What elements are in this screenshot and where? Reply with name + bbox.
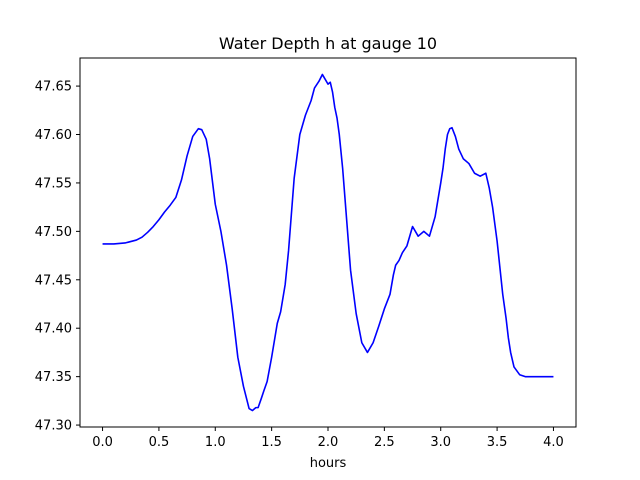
x-tick-label: 0.0 (92, 435, 113, 450)
x-tick-label: 0.5 (149, 435, 170, 450)
x-tick-label: 2.5 (374, 435, 395, 450)
x-tick-label: 1.0 (205, 435, 226, 450)
x-tick-label: 3.5 (487, 435, 508, 450)
y-tick-label: 47.35 (35, 370, 72, 385)
y-tick-label: 47.50 (35, 225, 72, 240)
y-tick-label: 47.45 (35, 273, 72, 288)
x-tick-label: 1.5 (261, 435, 282, 450)
y-tick-label: 47.30 (35, 419, 72, 434)
axes: 0.0 0.5 1.0 1.5 2.0 2.5 3.0 3.5 4.0 47.30 47.35 47.… (35, 57, 577, 450)
y-tick-label: 47.40 (35, 322, 72, 337)
x-tick-label: 3.0 (430, 435, 451, 450)
x-axis-title: hours (310, 456, 347, 471)
y-tick-label: 47.65 (35, 80, 72, 95)
x-tick-label: 2.0 (318, 435, 339, 450)
y-tick-label: 47.55 (35, 176, 72, 191)
series-line-0 (102, 73, 554, 412)
x-tick-label: 4.0 (543, 435, 564, 450)
y-tick-label: 47.60 (35, 128, 72, 143)
plot-area (102, 73, 554, 412)
chart-title: Water Depth h at gauge 10 (219, 34, 437, 53)
